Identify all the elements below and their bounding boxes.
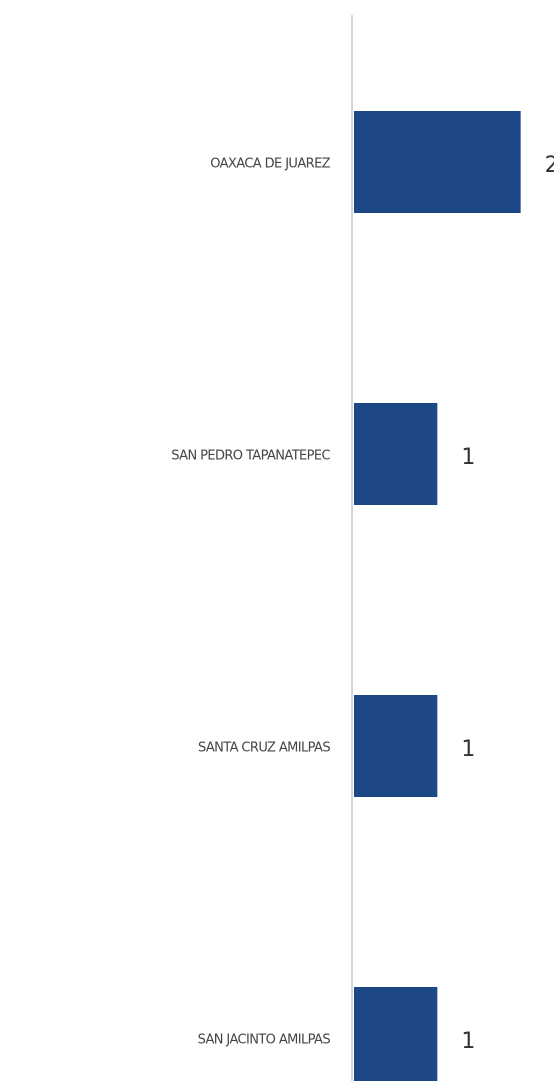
value-label: 1 [461, 737, 475, 762]
bar [354, 695, 438, 797]
category-label: OAXACA DE JUAREZ [210, 157, 330, 172]
value-label: 1 [461, 1029, 475, 1054]
value-label: 1 [461, 445, 475, 470]
value-label: 2 [545, 153, 554, 178]
category-label: SAN JACINTO AMILPAS [198, 1033, 331, 1048]
category-label: SAN PEDRO TAPANATEPEC [171, 449, 330, 464]
category-label: SANTA CRUZ AMILPAS [198, 741, 330, 756]
bar [354, 403, 438, 505]
bar [354, 111, 521, 213]
bar [354, 987, 438, 1081]
